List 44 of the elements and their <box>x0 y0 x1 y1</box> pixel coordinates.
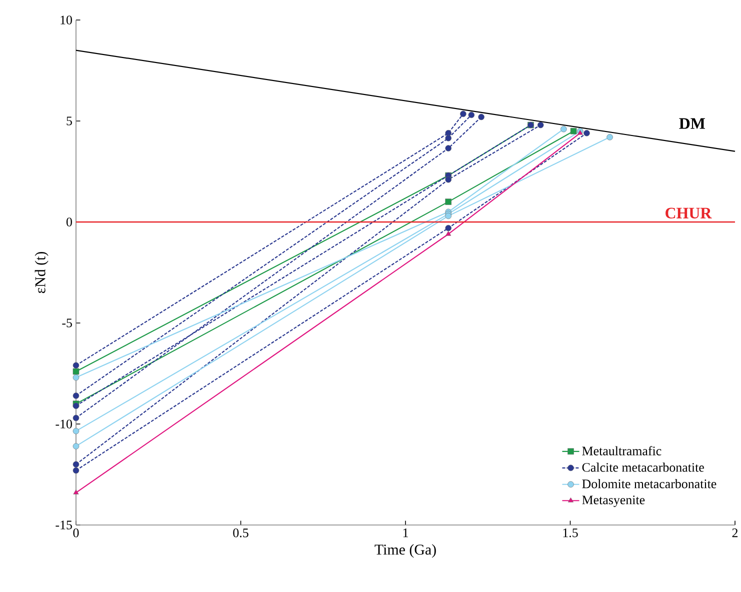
y-axis-title: εNd (t) <box>34 252 48 294</box>
point <box>72 362 80 369</box>
legend-label: Dolomite metacarbonatite <box>582 479 716 488</box>
legend-label: Metaultramafic <box>582 446 662 456</box>
point <box>537 122 544 128</box>
point <box>72 443 80 450</box>
point <box>445 135 452 142</box>
point <box>445 130 452 136</box>
x-tick-label: 1.5 <box>563 528 578 538</box>
point <box>478 114 484 120</box>
point <box>445 145 452 152</box>
point <box>72 461 80 468</box>
y-tick-label: 0 <box>66 218 72 226</box>
x-tick-label: 1 <box>403 528 408 538</box>
point <box>560 126 567 132</box>
point <box>468 112 475 118</box>
point <box>445 176 452 183</box>
y-tick-label: 10 <box>60 16 72 24</box>
annotation: DM <box>679 118 705 129</box>
point <box>72 368 80 375</box>
y-tick-label: -10 <box>56 420 72 428</box>
point <box>445 198 452 205</box>
legend-label: Metasyenite <box>582 496 645 507</box>
point <box>606 134 613 140</box>
point <box>72 428 80 434</box>
y-tick-label: -5 <box>62 318 72 328</box>
point <box>445 224 452 232</box>
x-axis-title: Time (Ga) <box>374 544 436 558</box>
point <box>72 467 80 474</box>
x-tick-label: 0.5 <box>233 528 248 538</box>
point <box>72 392 80 399</box>
point <box>72 414 80 422</box>
y-tick-label: 5 <box>66 116 72 126</box>
x-tick-label: 2 <box>732 528 738 538</box>
ref-line-label: CHUR <box>666 208 712 218</box>
x-tick-label: 0 <box>73 528 79 538</box>
point <box>584 130 590 136</box>
point <box>570 128 577 134</box>
point <box>72 374 80 381</box>
y-tick-label: -15 <box>56 520 72 530</box>
point <box>73 490 79 494</box>
legend-label: Calcite metacarbonatite <box>582 462 704 472</box>
point <box>460 110 466 118</box>
point <box>446 230 452 236</box>
